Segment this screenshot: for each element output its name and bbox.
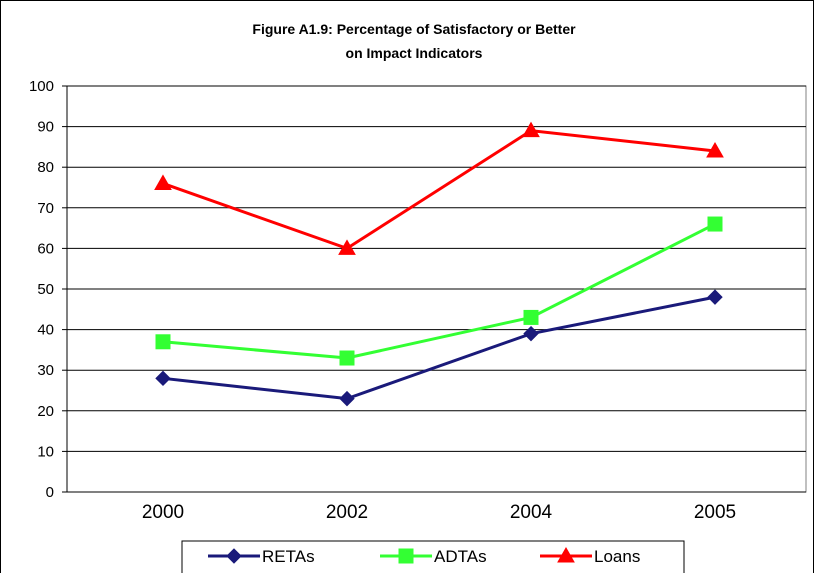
y-tick-label: 80 — [37, 159, 54, 176]
data-point-retas — [707, 289, 723, 305]
axis-layer: 0 10 20 30 40 50 60 70 80 90 100 2000 2002 2004 2005 — [29, 78, 806, 523]
legend: RETAs ADTAs Loans — [181, 540, 685, 573]
data-point-adtas — [155, 334, 171, 350]
y-tick-label: 20 — [37, 403, 54, 420]
y-tick-label: 40 — [37, 322, 54, 339]
y-tick-label: 90 — [37, 119, 54, 136]
x-tick-label: 2000 — [142, 502, 184, 523]
legend-marker-retas — [226, 548, 242, 564]
data-point-loans — [154, 174, 172, 190]
y-tick-label: 70 — [37, 200, 54, 217]
chart-subtitle: on Impact Indicators — [346, 45, 483, 61]
data-point-retas — [523, 325, 539, 342]
data-point-loans — [706, 141, 724, 158]
data-point-adtas — [523, 309, 539, 325]
y-tick-label: 30 — [37, 362, 54, 379]
y-tick-label: 0 — [46, 484, 54, 501]
series-line-adtas — [162, 222, 716, 360]
series-layer — [154, 121, 724, 407]
data-point-loans — [522, 121, 540, 138]
chart-title: Figure A1.9: Percentage of Satisfactory … — [252, 21, 576, 37]
legend-marker-adtas — [398, 548, 414, 564]
y-tick-label: 60 — [37, 240, 54, 257]
x-tick-label: 2004 — [510, 502, 553, 523]
data-point-adtas — [339, 350, 355, 366]
x-tick-label: 2005 — [694, 502, 736, 523]
legend-marker-loans — [557, 546, 575, 563]
x-tick-label: 2002 — [326, 502, 368, 523]
legend-label-loans: Loans — [594, 547, 640, 566]
y-tick-label: 10 — [37, 443, 54, 460]
legend-box — [181, 540, 685, 573]
data-point-retas — [155, 370, 171, 387]
series-line-loans — [162, 129, 716, 251]
legend-label-retas: RETAs — [262, 547, 315, 566]
data-point-adtas — [707, 216, 723, 232]
series-line-retas — [162, 295, 716, 401]
data-point-loans — [338, 239, 356, 255]
y-tick-label: 50 — [37, 281, 54, 298]
y-tick-label: 100 — [29, 78, 54, 95]
legend-label-adtas: ADTAs — [434, 547, 487, 566]
data-point-retas — [339, 390, 355, 407]
